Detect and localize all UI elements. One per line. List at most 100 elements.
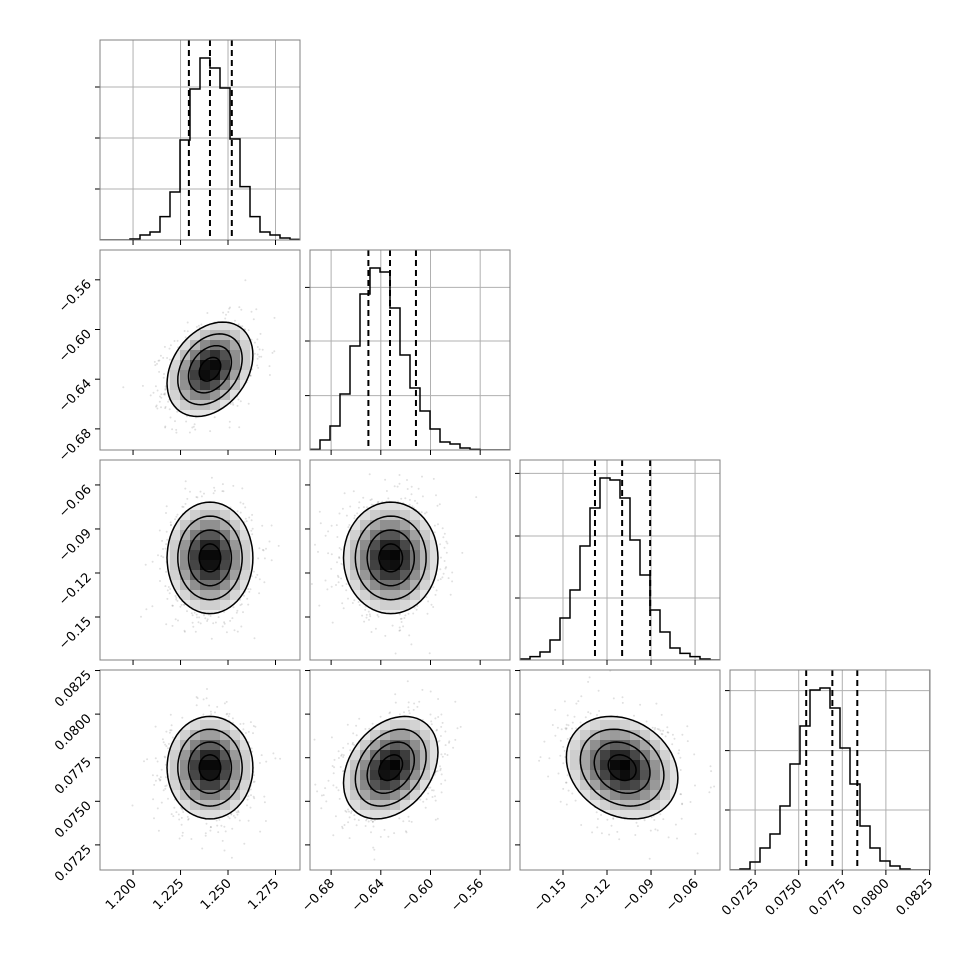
scatter-point	[327, 530, 329, 532]
scatter-point	[188, 818, 190, 820]
scatter-point	[222, 626, 224, 628]
scatter-point	[185, 480, 187, 482]
y-tick-label: 0.0725	[52, 842, 95, 885]
scatter-point	[173, 807, 175, 809]
scatter-point	[195, 631, 197, 633]
scatter-point	[222, 840, 224, 842]
scatter-point	[197, 697, 199, 699]
scatter-point	[369, 473, 371, 475]
scatter-point	[172, 625, 174, 627]
scatter-point	[181, 717, 183, 719]
scatter-point	[238, 323, 240, 325]
scatter-point	[418, 488, 420, 490]
scatter-point	[339, 547, 341, 549]
scatter-point	[399, 613, 401, 615]
scatter-point	[177, 340, 179, 342]
scatter-point	[122, 386, 124, 388]
scatter-point	[399, 627, 401, 629]
scatter-point	[273, 350, 275, 352]
panel-content	[520, 460, 720, 660]
scatter-point	[403, 617, 405, 619]
scatter-point	[240, 626, 242, 628]
scatter-point	[269, 365, 271, 367]
scatter-point	[223, 826, 225, 828]
scatter-point	[435, 494, 437, 496]
scatter-point	[163, 789, 165, 791]
scatter-point	[196, 614, 198, 616]
scatter-point	[159, 580, 161, 582]
scatter-point	[422, 495, 424, 497]
scatter-point	[325, 535, 327, 537]
scatter-point	[254, 342, 256, 344]
scatter-point	[203, 493, 205, 495]
scatter-point	[314, 544, 316, 546]
scatter-point	[404, 497, 406, 499]
scatter-point	[247, 795, 249, 797]
scatter-point	[248, 731, 250, 733]
scatter-point	[192, 622, 194, 624]
scatter-point	[174, 340, 176, 342]
density-cell	[200, 780, 210, 790]
scatter-point	[366, 617, 368, 619]
scatter-point	[162, 738, 164, 740]
scatter-point	[176, 411, 178, 413]
scatter-panel-0-2: −0.15−0.12−0.09−0.06	[56, 460, 300, 665]
scatter-point	[340, 578, 342, 580]
scatter-point	[250, 588, 252, 590]
scatter-point	[371, 631, 373, 633]
scatter-point	[203, 698, 205, 700]
scatter-point	[214, 416, 216, 418]
scatter-point	[155, 385, 157, 387]
scatter-point	[434, 525, 436, 527]
scatter-point	[395, 653, 397, 655]
scatter-point	[440, 714, 442, 716]
scatter-point	[201, 495, 203, 497]
histogram-step	[520, 478, 720, 660]
scatter-point	[223, 490, 225, 492]
scatter-point	[160, 397, 162, 399]
y-tick-label: 0.0825	[52, 668, 95, 711]
scatter-point	[170, 521, 172, 523]
scatter-point	[395, 702, 397, 704]
panel-content	[122, 279, 275, 475]
scatter-point	[349, 506, 351, 508]
scatter-point	[181, 506, 183, 508]
density-cell	[430, 550, 440, 560]
scatter-point	[232, 485, 234, 487]
scatter-point	[153, 392, 155, 394]
scatter-point	[176, 474, 178, 476]
y-tick-label: −0.09	[56, 526, 95, 565]
scatter-point	[231, 857, 233, 859]
scatter-point	[445, 568, 447, 570]
density-cell	[360, 570, 370, 580]
scatter-point	[264, 557, 266, 559]
scatter-point	[318, 605, 320, 607]
scatter-point	[196, 616, 198, 618]
scatter-point	[200, 622, 202, 624]
scatter-point	[175, 597, 177, 599]
scatter-point	[169, 348, 171, 350]
scatter-point	[259, 831, 261, 833]
density-cell	[200, 730, 210, 740]
scatter-point	[207, 618, 209, 620]
scatter-point	[164, 346, 166, 348]
scatter-point	[224, 850, 226, 852]
scatter-point	[440, 557, 442, 559]
scatter-point	[211, 638, 213, 640]
scatter-point	[241, 325, 243, 327]
scatter-point	[156, 775, 158, 777]
scatter-point	[248, 517, 250, 519]
scatter-point	[226, 631, 228, 633]
scatter-point	[236, 612, 238, 614]
scatter-point	[260, 356, 262, 358]
scatter-point	[160, 393, 162, 395]
scatter-point	[204, 617, 206, 619]
scatter-point	[181, 817, 183, 819]
scatter-point	[174, 420, 176, 422]
scatter-point	[175, 618, 177, 620]
scatter-point	[251, 514, 253, 516]
scatter-point	[186, 610, 188, 612]
scatter-point	[146, 758, 148, 760]
panel-content	[311, 473, 477, 654]
scatter-point	[259, 762, 261, 764]
